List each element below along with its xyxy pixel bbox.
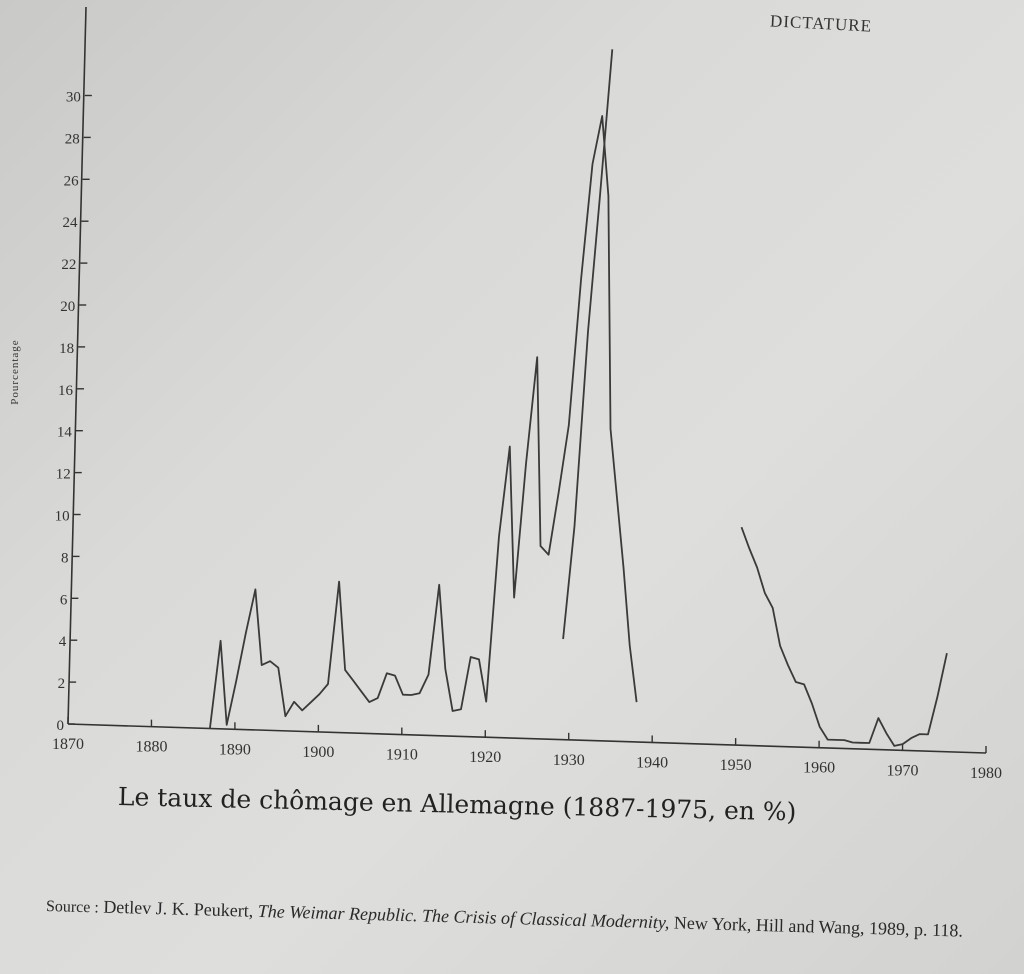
y-tick-label: 6 bbox=[60, 592, 68, 608]
x-tick-label: 1890 bbox=[219, 741, 251, 758]
y-axis-label: Pourcentage bbox=[9, 339, 21, 404]
series-line-2 bbox=[562, 49, 614, 640]
x-tick-label: 1970 bbox=[887, 762, 919, 779]
y-tick-label: 8 bbox=[61, 550, 69, 566]
x-tick-label: 1910 bbox=[386, 747, 418, 764]
y-tick-label: 26 bbox=[64, 173, 80, 189]
x-tick-label: 1950 bbox=[720, 757, 752, 774]
y-tick-label: 30 bbox=[66, 90, 81, 106]
x-tick-label: 1940 bbox=[636, 754, 668, 771]
series-line-3 bbox=[740, 526, 948, 747]
y-tick-label: 16 bbox=[58, 383, 74, 399]
x-tick-label: 1880 bbox=[135, 739, 167, 756]
y-tick-label: 2 bbox=[58, 676, 66, 692]
y-tick-label: 22 bbox=[61, 257, 76, 273]
x-tick-label: 1930 bbox=[553, 752, 585, 769]
y-tick-label: 10 bbox=[55, 509, 70, 525]
y-tick-label: 4 bbox=[59, 634, 67, 650]
x-axis-line bbox=[67, 723, 987, 754]
chart-series bbox=[209, 49, 948, 747]
y-tick-label: 18 bbox=[59, 341, 74, 357]
x-axis-ticks: 1870 1880 1890 1900 1910 1920 1930 1940 1950 1960… bbox=[52, 717, 1002, 782]
y-tick-label: 28 bbox=[65, 131, 80, 147]
x-tick-label: 1870 bbox=[52, 736, 84, 753]
x-tick-label: 1900 bbox=[302, 744, 334, 761]
x-tick-label: 1960 bbox=[803, 760, 835, 777]
y-tick-label: 24 bbox=[62, 215, 78, 231]
y-tick-label: 0 bbox=[57, 718, 65, 734]
y-tick-label: 12 bbox=[56, 467, 71, 483]
x-tick-label: 1920 bbox=[469, 749, 501, 766]
y-tick-label: 20 bbox=[60, 299, 75, 315]
source-author: Detlev J. K. Peukert, bbox=[103, 896, 254, 921]
x-tick-label: 1980 bbox=[970, 765, 1002, 782]
y-tick-label: 14 bbox=[57, 425, 73, 441]
y-axis-line bbox=[67, 6, 87, 725]
source-label: Source : bbox=[45, 898, 100, 917]
series-line-1 bbox=[209, 115, 638, 729]
chart-axes bbox=[67, 6, 987, 754]
